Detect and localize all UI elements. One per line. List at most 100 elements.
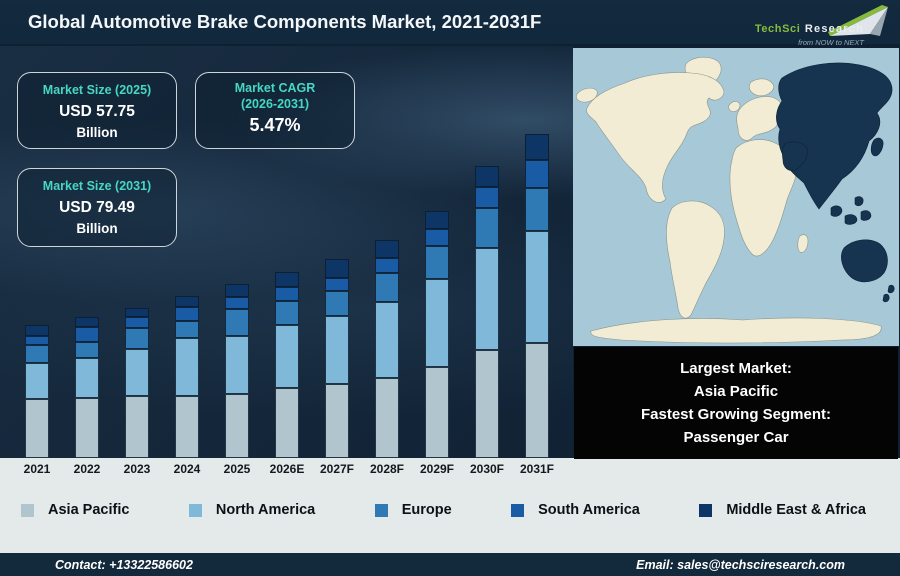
bar-segment-asia-pacific: [525, 343, 549, 458]
bar-segment-middle-east-africa: [75, 317, 99, 327]
bar-segment-middle-east-africa: [175, 296, 199, 307]
bar-2021: [25, 325, 49, 458]
bar-segment-asia-pacific: [25, 399, 49, 458]
bar-segment-south-america: [125, 317, 149, 328]
stat-value: 5.47%: [249, 115, 301, 135]
bar-segment-asia-pacific: [375, 378, 399, 458]
bar-2027F: [325, 259, 349, 458]
bar-segment-europe: [175, 321, 199, 338]
stat-value: USD 79.49: [59, 199, 135, 216]
stat-label: Market Size (2025): [42, 83, 152, 97]
logo-arrow-icon: [828, 5, 888, 36]
legend-label: North America: [215, 502, 316, 518]
bar-segment-europe: [275, 301, 299, 325]
bar-segment-europe: [325, 291, 349, 316]
stat-box-market-size-2025: Market Size (2025) USD 57.75 Billion: [17, 72, 177, 149]
info-line: Passenger Car: [683, 429, 789, 446]
footer-bar: Contact: +13322586602 Email: sales@techs…: [0, 553, 900, 576]
bar-segment-europe: [375, 273, 399, 302]
x-axis-label-2021: 2021: [23, 462, 51, 476]
x-axis-labels: 2021 2022 2023 2024 2025 2026E 2027F 2028F 2029F…: [0, 458, 900, 482]
logo-brand-secondary: Research: [804, 23, 864, 35]
logo-tagline: from NOW to NEXT: [798, 38, 864, 47]
bar-segment-middle-east-africa: [275, 272, 299, 287]
bar-segment-south-america: [75, 327, 99, 342]
bars-layer: [0, 46, 573, 458]
legend-item-europe: Europe: [374, 502, 452, 518]
legend-item-south-america: South America: [511, 502, 640, 518]
logo-text: TechSci Research from NOW to NEXT: [755, 19, 864, 47]
bar-segment-middle-east-africa: [125, 308, 149, 317]
bar-segment-asia-pacific: [75, 398, 99, 458]
stat-unit: Billion: [76, 125, 118, 140]
bar-segment-north-america: [225, 336, 249, 394]
legend-item-middle-east-africa: Middle East & Africa: [699, 502, 866, 518]
bar-segment-middle-east-africa: [25, 325, 49, 336]
bar-segment-north-america: [525, 231, 549, 343]
bar-2029F: [425, 211, 449, 458]
bar-segment-south-america: [475, 187, 499, 208]
stat-unit: Billion: [76, 221, 118, 236]
bar-segment-europe: [525, 188, 549, 231]
map-panel: [573, 48, 899, 346]
stat-value: USD 57.75: [59, 103, 135, 120]
bar-segment-middle-east-africa: [525, 134, 549, 160]
bar-segment-asia-pacific: [125, 396, 149, 458]
bar-2028F: [375, 240, 399, 458]
x-axis-label-2023: 2023: [123, 462, 151, 476]
legend-label: Europe: [401, 502, 452, 518]
stat-label: Market Size (2031): [42, 179, 152, 193]
bar-segment-middle-east-africa: [325, 259, 349, 278]
x-axis-label-2025: 2025: [223, 462, 251, 476]
bar-segment-europe: [125, 328, 149, 349]
x-axis-label-2022: 2022: [73, 462, 101, 476]
bar-segment-europe: [75, 342, 99, 358]
bar-segment-north-america: [325, 316, 349, 384]
x-axis-label-2026E: 2026E: [269, 462, 305, 476]
bottom-strip: 2021 2022 2023 2024 2025 2026E 2027F 2028F 2029F…: [0, 458, 900, 553]
legend-label: South America: [538, 502, 640, 518]
bar-segment-south-america: [525, 160, 549, 188]
stat-box-market-size-2031: Market Size (2031) USD 79.49 Billion: [17, 168, 177, 247]
bar-segment-north-america: [425, 279, 449, 367]
stat-label: Market CAGR: [234, 81, 316, 95]
bar-segment-middle-east-africa: [475, 166, 499, 187]
world-map: [573, 48, 899, 346]
footer-contact: Contact: +13322586602: [55, 557, 193, 572]
bar-segment-europe: [225, 309, 249, 336]
info-line: Asia Pacific: [693, 383, 779, 400]
legend-label: Asia Pacific: [48, 502, 130, 518]
bar-2022: [75, 317, 99, 458]
legend-swatch-icon: [188, 503, 202, 517]
info-line: Largest Market:: [680, 360, 792, 377]
x-axis-label-2031F: 2031F: [519, 462, 555, 476]
bar-2024: [175, 296, 199, 458]
bar-2030F: [475, 166, 499, 458]
x-axis-label-2028F: 2028F: [369, 462, 405, 476]
bar-2025: [225, 284, 249, 458]
legend-item-asia-pacific: Asia Pacific: [21, 502, 129, 518]
bar-segment-asia-pacific: [275, 388, 299, 458]
legend: Asia Pacific North America Europe South Ame…: [0, 502, 900, 518]
bar-segment-europe: [25, 345, 49, 363]
chart-area: Market Size (2025) USD 57.75 Billion Mar…: [0, 46, 573, 458]
legend-swatch-icon: [699, 503, 713, 517]
bar-segment-north-america: [175, 338, 199, 396]
x-axis-label-2027F: 2027F: [319, 462, 355, 476]
bar-segment-asia-pacific: [425, 367, 449, 458]
legend-swatch-icon: [511, 503, 525, 517]
x-axis-label-2030F: 2030F: [469, 462, 505, 476]
header-bar: Global Automotive Brake Components Marke…: [0, 0, 900, 47]
bar-segment-south-america: [325, 278, 349, 291]
bar-segment-middle-east-africa: [425, 211, 449, 229]
bar-segment-asia-pacific: [225, 394, 249, 458]
stat-box-cagr: Market CAGR (2026-2031) 5.47%: [195, 72, 355, 149]
bar-segment-south-america: [175, 307, 199, 321]
bar-2026E: [275, 272, 299, 458]
bar-segment-south-america: [25, 336, 49, 345]
bar-segment-europe: [425, 246, 449, 279]
info-line: Fastest Growing Segment:: [640, 406, 832, 423]
bar-segment-south-america: [225, 297, 249, 309]
bar-segment-north-america: [375, 302, 399, 378]
